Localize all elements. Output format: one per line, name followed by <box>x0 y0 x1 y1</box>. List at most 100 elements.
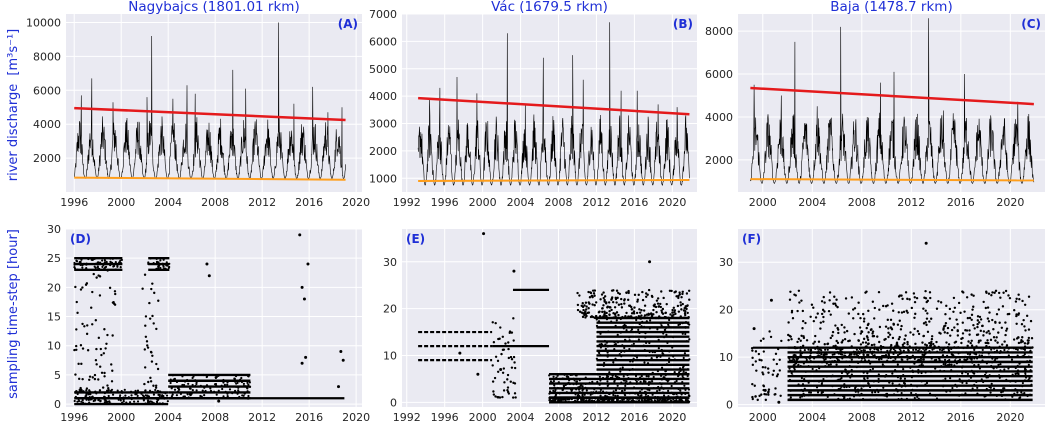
panel-e-sample-point <box>611 400 614 403</box>
panel-e-sample-point <box>641 290 644 294</box>
panel-f-sample-point <box>896 354 900 357</box>
panel-f-sample-point <box>1005 327 1009 330</box>
panel-f-sample-point <box>1008 312 1011 316</box>
panel-f-sample-point <box>953 364 956 367</box>
panel-e-sample-point <box>681 332 684 335</box>
panel-f-sample-point <box>947 348 950 351</box>
panel-f-sample-point <box>863 377 866 380</box>
panel-d-sample-point <box>116 389 119 392</box>
panel-f-sample-point <box>816 351 819 355</box>
panel-e-sample-point <box>650 358 653 361</box>
panel-d-sample-point <box>91 323 94 326</box>
panel-e-sample-point <box>577 388 581 391</box>
panel-f-sample-point <box>966 356 969 359</box>
panel-f-sample-point <box>926 312 929 315</box>
panel-f-sample-point <box>976 325 979 329</box>
panel-f-sample-point <box>919 359 923 362</box>
panel-f-sample-point <box>845 329 849 333</box>
panel-e-sample-point <box>678 399 681 402</box>
panel-e-sample-point <box>665 400 668 404</box>
panel-f-sample-point <box>897 311 900 314</box>
panel-e-sample-point <box>586 311 589 315</box>
panel-d-sample-point <box>111 257 114 260</box>
panel-f-sample-point <box>862 385 865 388</box>
panel-d-sample-point <box>146 346 150 349</box>
panel-d-sample-point <box>76 311 79 315</box>
panel-f-sample-point <box>822 357 825 360</box>
panel-e-sample-point <box>675 393 678 396</box>
panel-f-sample-point <box>816 312 819 315</box>
panel-f-sample-point <box>841 357 844 360</box>
panel-d: 1996 2000 2004 2008 2012 2016 2020051015202530… <box>47 223 370 424</box>
panel-d-sample-point <box>163 267 166 270</box>
panel-f-sample-point <box>855 348 858 351</box>
panel-f-sample-point <box>809 352 812 355</box>
panel-e-sample-point <box>614 357 617 360</box>
panel-f-sample-point <box>915 385 919 388</box>
panel-d-sample-point <box>75 328 78 331</box>
panel-d-sample-point <box>73 263 76 266</box>
panel-e-sample-point <box>607 301 611 304</box>
panel-d-sample-point <box>155 267 158 270</box>
panel-d-sample-point <box>95 276 98 279</box>
panel-e-sample-point <box>572 400 575 404</box>
panel-f-sample-point <box>808 379 811 383</box>
panel-e-sample-point <box>686 322 690 325</box>
panel-e-sample-point <box>604 398 608 401</box>
panel-f-sample-point <box>850 296 854 299</box>
panel-e-sample-point <box>652 387 655 390</box>
panel-e-sample-point <box>661 326 664 329</box>
panel-f-sample-point <box>987 292 991 295</box>
panel-d-sample-point <box>247 375 250 378</box>
panel-f-sample-point <box>924 321 927 324</box>
panel-e-sample-point <box>658 389 661 392</box>
panel-d-sample-point <box>105 402 108 405</box>
panel-f-sample-point <box>1028 359 1032 362</box>
panel-e-sample-point <box>622 398 625 401</box>
panel-b-title: Vác (1679.5 rkm) <box>491 0 608 15</box>
panel-f-sample-point <box>828 356 831 359</box>
panel-f-sample-point <box>946 326 950 330</box>
panel-e-sample-point <box>573 399 577 402</box>
panel-f-x-tick-label: 2008 <box>848 411 876 424</box>
panel-e-sample-point <box>688 298 691 301</box>
panel-e-y-tick-label: 20 <box>383 303 397 316</box>
panel-e-outlier-point <box>512 269 516 273</box>
panel-f-sample-point <box>869 398 872 401</box>
panel-f-sample-point <box>821 308 825 312</box>
panel-f-sample-point <box>998 365 1001 368</box>
panel-f-sample-point <box>952 296 956 300</box>
panel-f-sample-point <box>966 372 970 376</box>
panel-f-sample-point <box>800 388 803 392</box>
panel-e-sample-point <box>614 296 617 300</box>
panel-d-outlier-point <box>337 385 341 389</box>
panel-e-sample-point <box>606 351 609 354</box>
panel-e-sample-point <box>554 393 558 396</box>
panel-e-sample-point <box>679 304 683 307</box>
panel-e-sample-point <box>651 350 654 354</box>
panel-d-sample-point <box>110 380 114 383</box>
panel-f-sample-point <box>793 368 796 371</box>
panel-f-sample-point <box>822 315 825 319</box>
panel-f-sample-point <box>999 296 1002 299</box>
panel-f-sample-point <box>822 295 825 299</box>
panel-f-sample-point <box>888 381 891 384</box>
panel-d-sample-point <box>76 392 79 396</box>
panel-e-sample-point <box>628 396 631 400</box>
panel-e-sample-point <box>681 322 684 325</box>
panel-e-sample-point <box>606 380 609 383</box>
panel-f-sample-point <box>1029 349 1032 352</box>
panel-f-sample-point <box>886 359 889 362</box>
panel-f-sample-point <box>990 294 993 297</box>
panel-d-sample-point <box>94 399 97 402</box>
panel-f-sample-point <box>857 356 861 359</box>
panel-f-sample-point <box>966 352 970 356</box>
panel-f-sample-point <box>1016 348 1019 351</box>
panel-d-sample-point <box>117 391 121 394</box>
panel-d-sample-point <box>122 396 125 399</box>
panel-e-sample-point <box>662 387 665 390</box>
panel-e-sample-point <box>499 326 502 329</box>
panel-d-sample-point <box>144 402 147 405</box>
panel-f-sample-point <box>1020 347 1023 350</box>
panel-f-sample-point <box>754 395 757 398</box>
